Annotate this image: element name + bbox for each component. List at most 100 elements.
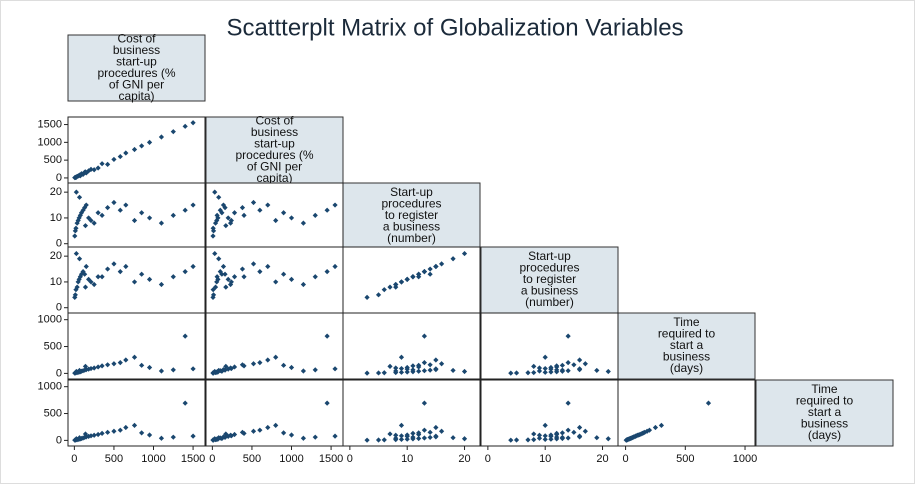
point [250,361,257,367]
point [433,424,439,431]
point [398,422,405,428]
variable-label: capita) [256,171,292,185]
variable-label: business [113,43,160,57]
point [273,422,279,428]
point [421,269,427,275]
point [182,207,188,213]
variable-label: a business [383,220,440,234]
point [531,437,537,443]
variable-label: (number) [525,295,574,309]
point [210,294,216,300]
point [300,220,306,226]
variable-label: required to [796,394,854,408]
point [398,433,405,439]
point [111,261,117,267]
point [225,433,231,439]
point [170,129,176,135]
y-tick-label: 0 [56,172,62,184]
variable-label: Time [811,382,838,396]
point [421,360,427,366]
point [427,266,433,272]
point [76,172,83,178]
point [398,365,405,372]
point [82,169,89,175]
point [536,435,543,441]
panel [205,182,344,250]
variable-label: Cost of [255,113,294,127]
point [416,368,422,374]
point [78,271,85,277]
variable-label: start-up [254,136,295,150]
point [146,215,153,221]
point [605,368,611,375]
point [182,123,188,129]
point [82,431,89,437]
x-tick-label: 1000 [141,453,165,465]
point [223,431,229,437]
point [117,153,123,160]
point [312,212,318,218]
point [332,433,338,439]
point [646,427,653,433]
point [241,274,247,280]
point [421,333,427,339]
point [123,357,129,363]
point [99,212,105,218]
point [99,274,105,280]
point [404,436,410,442]
variable-label: (number) [387,231,436,245]
point [559,430,565,436]
point [105,205,111,211]
y-tick-label: 0 [56,367,62,379]
point [223,223,229,229]
x-tick-label: 0 [209,453,215,465]
x-tick-label: 0 [347,453,353,465]
point [212,284,219,290]
point [158,281,165,288]
point [91,281,97,288]
point [565,435,571,441]
point [190,202,196,208]
point [281,271,287,277]
point [139,210,145,216]
point [559,434,565,441]
point [146,139,153,145]
point [288,215,295,221]
point [364,437,370,443]
point [117,207,123,213]
point [381,437,387,443]
point [393,432,399,438]
point [99,430,105,437]
point [227,365,234,371]
point [231,210,238,216]
point [212,189,218,195]
variable-label: required to [658,327,716,341]
point [508,370,514,376]
point [542,433,548,439]
point [182,400,188,406]
point [212,368,218,375]
point [542,369,548,375]
point [99,161,105,167]
x-tick-label: 20 [458,453,470,465]
point [565,368,571,374]
point [273,279,279,285]
point [86,433,92,439]
point [123,202,129,208]
point [427,367,433,373]
point [393,281,399,288]
point [73,250,79,257]
point [146,276,153,282]
point [324,400,330,406]
point [139,430,145,436]
point [421,400,427,406]
point [387,363,393,370]
point [210,292,217,298]
y-tick-label: 0 [56,434,62,446]
point [139,362,145,368]
y-tick-label: 1000 [38,314,62,326]
point [117,427,123,433]
point [281,362,287,368]
point [170,434,176,440]
point [450,256,456,262]
